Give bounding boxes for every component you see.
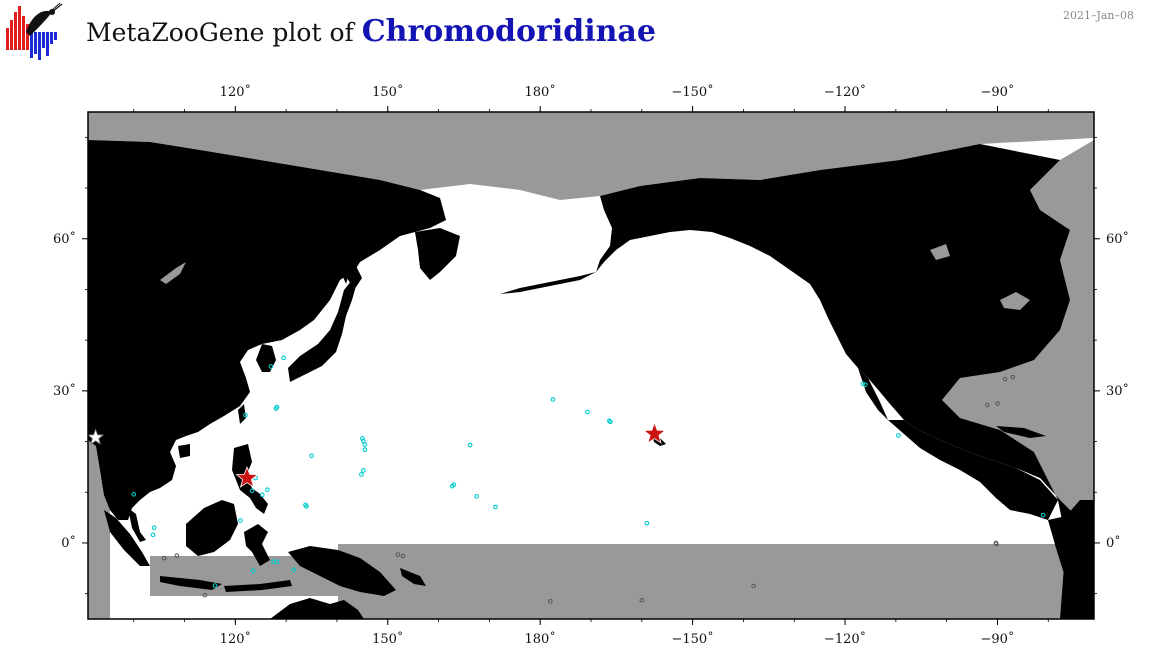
masked-station-marker	[548, 598, 553, 604]
station-marker	[212, 583, 218, 588]
station-marker	[304, 504, 309, 509]
top-tick-label: 120˚	[220, 84, 251, 100]
bottom-tick-label: 180˚	[525, 631, 556, 647]
masked-station-marker	[994, 541, 999, 547]
right-tick-label: 30˚	[1106, 383, 1129, 399]
station-marker	[493, 504, 498, 510]
station-marker	[863, 382, 868, 388]
station-marker	[585, 409, 590, 415]
left-tick-label: 0˚	[61, 535, 76, 551]
bottom-tick-label: −150˚	[672, 631, 714, 647]
station-marker	[467, 442, 473, 448]
masked-station-marker	[1010, 374, 1016, 380]
station-marker	[1040, 512, 1046, 518]
top-tick-label: −90˚	[980, 84, 1014, 100]
masked-station-marker	[1002, 376, 1008, 382]
station-marker	[474, 493, 480, 499]
right-tick-label: 0˚	[1106, 535, 1121, 551]
station-marker	[250, 568, 256, 574]
station-marker	[291, 567, 297, 573]
station-marker	[268, 364, 274, 369]
station-marker	[259, 492, 265, 498]
page-title: MetaZooGene plot of Chromodoridinae	[86, 14, 656, 49]
station-marker	[281, 355, 286, 361]
station-marker	[361, 468, 366, 473]
right-tick-label: 60˚	[1106, 231, 1129, 247]
station-marker	[358, 472, 364, 477]
bottom-tick-label: −90˚	[980, 631, 1014, 647]
masked-station-marker	[174, 553, 180, 558]
top-tick-label: 180˚	[525, 84, 556, 100]
bottom-tick-label: −120˚	[824, 631, 866, 647]
station-marker	[131, 491, 137, 497]
land	[88, 140, 1094, 619]
stars	[88, 421, 667, 488]
masked-station-marker	[161, 555, 167, 561]
bottom-tick-label: 120˚	[220, 631, 251, 647]
station-marker	[550, 397, 556, 402]
masked-station-marker	[400, 553, 406, 559]
station-marker	[309, 453, 314, 459]
map-ticks: 120˚ 150˚ 180˚ −150˚ −120˚ −90˚ 120˚ 150˚ 180˚ −1…	[53, 84, 1129, 647]
top-tick-label: −120˚	[824, 84, 866, 100]
taxon-name: Chromodoridinae	[361, 14, 656, 49]
masked-station-marker	[202, 592, 208, 598]
lakes	[160, 244, 1030, 310]
station-marker	[449, 483, 455, 489]
masked-station-marker	[995, 401, 1000, 406]
station-marker	[860, 381, 866, 387]
title-prefix: MetaZooGene plot of	[86, 18, 354, 47]
station-marker	[607, 419, 613, 425]
masked-station-marker	[639, 597, 645, 603]
station-marker	[644, 520, 650, 526]
left-tick-label: 60˚	[53, 231, 76, 247]
station-marker	[606, 418, 612, 424]
top-tick-label: 150˚	[372, 84, 403, 100]
station-marker	[265, 487, 270, 493]
metazoogene-logo-icon	[6, 2, 63, 60]
station-marker	[273, 406, 279, 411]
masked-station-marker	[751, 583, 756, 589]
red-star-marker	[235, 465, 259, 488]
station-marker	[360, 436, 365, 441]
station-marker	[249, 488, 255, 494]
station-marker	[362, 447, 368, 453]
station-marker	[243, 412, 248, 418]
masked-station-marker	[395, 552, 401, 557]
station-marker	[896, 433, 901, 438]
white-star-marker	[88, 428, 105, 445]
station-marker	[151, 525, 157, 531]
station-marker	[274, 559, 280, 565]
masked-station-marker	[985, 402, 990, 408]
date-label: 2021–Jan–08	[1062, 9, 1134, 22]
bottom-tick-label: 150˚	[372, 631, 403, 647]
red-star-marker	[642, 421, 667, 444]
station-marker	[238, 518, 243, 523]
stations	[131, 355, 1046, 588]
top-tick-label: −150˚	[672, 84, 714, 100]
station-marker	[362, 442, 368, 447]
left-tick-label: 30˚	[53, 383, 76, 399]
station-marker	[150, 532, 156, 538]
masked-stations	[161, 374, 1016, 604]
